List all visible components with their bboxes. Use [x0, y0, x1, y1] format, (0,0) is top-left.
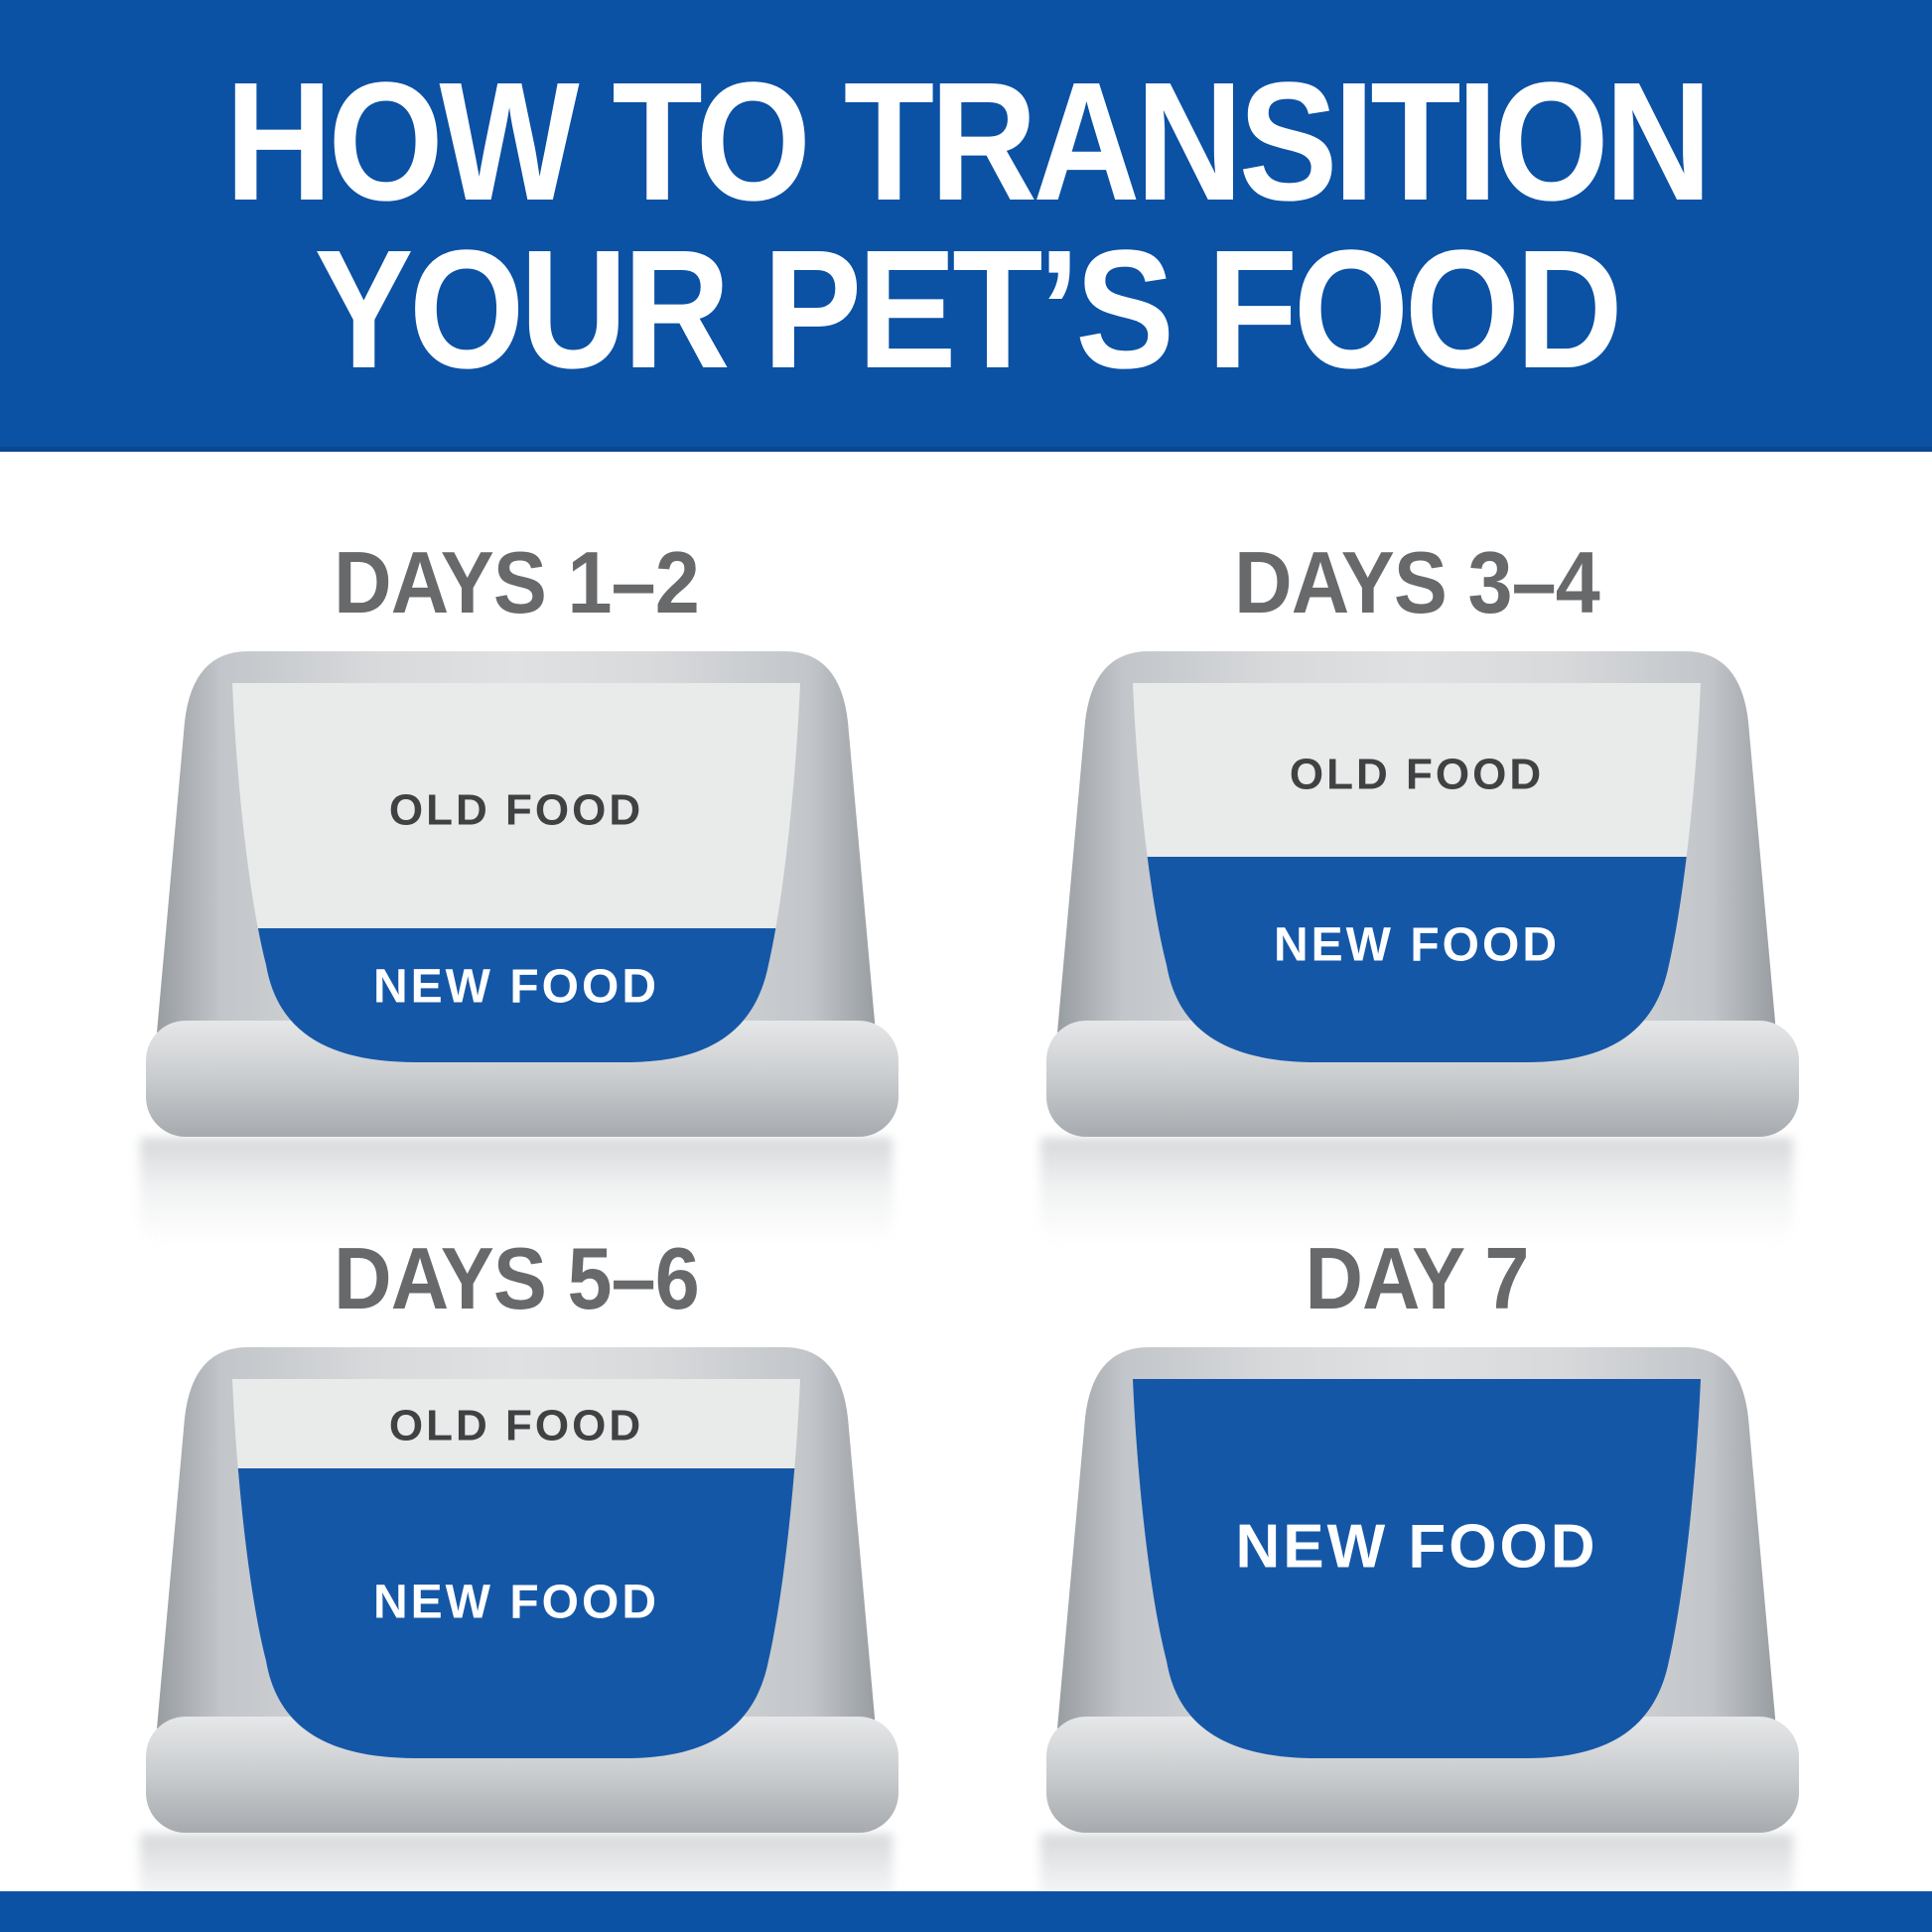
food-bowl: OLD FOOD NEW FOOD	[146, 651, 898, 1137]
food-bowl: OLD FOOD NEW FOOD	[146, 1347, 898, 1833]
header-title-line-1: HOW TO TRANSITION	[224, 48, 1712, 237]
panel-days-5-6: DAYS 5–6 OLD FOOD NEW FOOD	[129, 1234, 903, 1932]
new-food-fill	[237, 1468, 795, 1758]
new-food-fill	[257, 928, 776, 1062]
old-food-label: OLD FOOD	[389, 786, 643, 835]
food-bowl: OLD FOOD NEW FOOD	[1046, 651, 1799, 1137]
panel-label: DAYS 3–4	[1234, 533, 1600, 631]
bowl-reflection	[1040, 1138, 1793, 1272]
new-food-fill	[1133, 1379, 1701, 1758]
header-banner: HOW TO TRANSITION YOUR PET’S FOOD	[0, 0, 1932, 452]
new-food-label: NEW FOOD	[1236, 1513, 1598, 1582]
new-food-label: NEW FOOD	[373, 1577, 659, 1629]
bowl-reflection	[140, 1138, 893, 1272]
new-food-label: NEW FOOD	[1274, 919, 1560, 972]
footer-bar	[0, 1891, 1932, 1932]
panel-label: DAYS 1–2	[334, 533, 700, 631]
old-food-label: OLD FOOD	[389, 1402, 643, 1450]
bowl-foot	[146, 1021, 898, 1137]
panel-label: DAYS 5–6	[334, 1229, 700, 1327]
header-title-line-2: YOUR PET’S FOOD	[314, 214, 1622, 404]
bowl-foot	[1046, 1717, 1799, 1833]
bowl-foot	[146, 1717, 898, 1833]
panel-days-1-2: DAYS 1–2 OLD FOOD NEW FOOD	[129, 538, 903, 1273]
panel-day-7: DAY 7 NEW FOOD	[1030, 1234, 1804, 1932]
food-bowl: NEW FOOD	[1046, 1347, 1799, 1833]
panel-label: DAY 7	[1305, 1229, 1530, 1327]
new-food-fill	[1147, 857, 1687, 1062]
old-food-label: OLD FOOD	[1290, 751, 1544, 799]
bowl-foot	[1046, 1021, 1799, 1137]
panel-days-3-4: DAYS 3–4 OLD FOOD NEW FOOD	[1030, 538, 1804, 1273]
new-food-label: NEW FOOD	[373, 961, 659, 1014]
